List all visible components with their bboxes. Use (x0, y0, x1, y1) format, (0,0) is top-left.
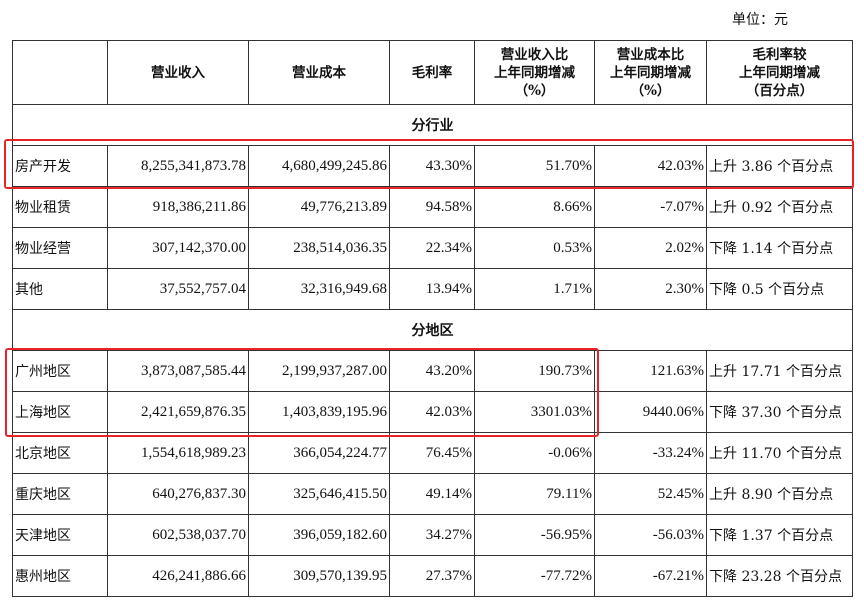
segment-name: 房产开发 (12, 145, 108, 187)
table-row: 天津地区 602,538,037.70 396,059,182.60 34.27% -5… (12, 514, 853, 556)
section-title: 分地区 (12, 309, 853, 351)
cost: 366,054,224.77 (248, 432, 390, 474)
revenue: 426,241,886.66 (107, 555, 249, 597)
margin-change: 下降 0.5 个百分点 (706, 268, 853, 310)
cost: 49,776,213.89 (248, 186, 390, 228)
segment-name: 物业经营 (12, 227, 108, 269)
unit-label: 单位：元 (732, 12, 788, 28)
revenue-change: 1.71% (474, 268, 595, 310)
revenue-change: 3301.03% (474, 391, 595, 433)
column-header: 营业成本比 上年同期增减 （%） (594, 40, 707, 105)
cost: 2,199,937,287.00 (248, 350, 390, 392)
margin-change: 下降 37.30 个百分点 (706, 391, 853, 433)
cost: 309,570,139.95 (248, 555, 390, 597)
cost: 325,646,415.50 (248, 473, 390, 515)
table-row: 其他 37,552,757.04 32,316,949.68 13.94% 1.71% 2… (12, 268, 853, 310)
gross-margin: 49.14% (389, 473, 475, 515)
table-row: 上海地区 2,421,659,876.35 1,403,839,195.96 42.0… (12, 391, 853, 433)
column-header: 毛利率较 上年同期增减 （百分点） (706, 40, 853, 105)
table-row: 物业经营 307,142,370.00 238,514,036.35 22.34% 0.… (12, 227, 853, 269)
revenue: 918,386,211.86 (107, 186, 249, 228)
segment-name: 上海地区 (12, 391, 108, 433)
column-header: 毛利率 (389, 40, 475, 105)
table-row: 北京地区 1,554,618,989.23 366,054,224.77 76.45%… (12, 432, 853, 474)
cost-change: 9440.06% (594, 391, 707, 433)
revenue-change: -0.06% (474, 432, 595, 474)
column-header: 营业成本 (248, 40, 390, 105)
cost-change: 121.63% (594, 350, 707, 392)
gross-margin: 13.94% (389, 268, 475, 310)
cost-change: -56.03% (594, 514, 707, 556)
table-row: 房产开发 8,255,341,873.78 4,680,499,245.86 43.3… (12, 145, 853, 187)
cost-change: -67.21% (594, 555, 707, 597)
gross-margin: 42.03% (389, 391, 475, 433)
margin-change: 上升 17.71 个百分点 (706, 350, 853, 392)
revenue-change: 8.66% (474, 186, 595, 228)
cost: 32,316,949.68 (248, 268, 390, 310)
table-row: 惠州地区 426,241,886.66 309,570,139.95 27.37% -7… (12, 555, 853, 597)
cost: 238,514,036.35 (248, 227, 390, 269)
cost-change: 2.30% (594, 268, 707, 310)
revenue: 640,276,837.30 (107, 473, 249, 515)
margin-change: 下降 23.28 个百分点 (706, 555, 853, 597)
revenue: 307,142,370.00 (107, 227, 249, 269)
revenue: 602,538,037.70 (107, 514, 249, 556)
section-row: 分地区 (12, 309, 853, 351)
cost: 4,680,499,245.86 (248, 145, 390, 187)
section-title: 分行业 (12, 104, 853, 146)
cost: 1,403,839,195.96 (248, 391, 390, 433)
gross-margin: 27.37% (389, 555, 475, 597)
table-row: 广州地区 3,873,087,585.44 2,199,937,287.00 43.2… (12, 350, 853, 392)
segment-name: 天津地区 (12, 514, 108, 556)
revenue-change: 51.70% (474, 145, 595, 187)
segment-name: 北京地区 (12, 432, 108, 474)
revenue-change: 0.53% (474, 227, 595, 269)
column-header (12, 40, 108, 105)
margin-change: 上升 8.90 个百分点 (706, 473, 853, 515)
revenue: 2,421,659,876.35 (107, 391, 249, 433)
cost-change: -33.24% (594, 432, 707, 474)
gross-margin: 43.30% (389, 145, 475, 187)
cost-change: -7.07% (594, 186, 707, 228)
segment-name: 其他 (12, 268, 108, 310)
section-row: 分行业 (12, 104, 853, 146)
cost-change: 42.03% (594, 145, 707, 187)
revenue-table: 营业收入 营业成本 毛利率 营业收入比 上年同期增减 （%） 营业成本比 上年同期增减 … (12, 40, 853, 597)
gross-margin: 22.34% (389, 227, 475, 269)
table-row: 重庆地区 640,276,837.30 325,646,415.50 49.14% 79… (12, 473, 853, 515)
cost-change: 2.02% (594, 227, 707, 269)
revenue-change: 79.11% (474, 473, 595, 515)
margin-change: 上升 11.70 个百分点 (706, 432, 853, 474)
segment-name: 重庆地区 (12, 473, 108, 515)
column-header: 营业收入比 上年同期增减 （%） (474, 40, 595, 105)
gross-margin: 43.20% (389, 350, 475, 392)
revenue-change: -77.72% (474, 555, 595, 597)
segment-name: 广州地区 (12, 350, 108, 392)
header-row: 营业收入 营业成本 毛利率 营业收入比 上年同期增减 （%） 营业成本比 上年同期增减 … (12, 40, 853, 105)
revenue: 37,552,757.04 (107, 268, 249, 310)
revenue: 1,554,618,989.23 (107, 432, 249, 474)
margin-change: 上升 3.86 个百分点 (706, 145, 853, 187)
column-header: 营业收入 (107, 40, 249, 105)
gross-margin: 94.58% (389, 186, 475, 228)
revenue-change: 190.73% (474, 350, 595, 392)
gross-margin: 76.45% (389, 432, 475, 474)
margin-change: 下降 1.37 个百分点 (706, 514, 853, 556)
cost-change: 52.45% (594, 473, 707, 515)
revenue-change: -56.95% (474, 514, 595, 556)
margin-change: 上升 0.92 个百分点 (706, 186, 853, 228)
cost: 396,059,182.60 (248, 514, 390, 556)
table-row: 物业租赁 918,386,211.86 49,776,213.89 94.58% 8.6… (12, 186, 853, 228)
revenue: 3,873,087,585.44 (107, 350, 249, 392)
segment-name: 物业租赁 (12, 186, 108, 228)
revenue: 8,255,341,873.78 (107, 145, 249, 187)
margin-change: 下降 1.14 个百分点 (706, 227, 853, 269)
segment-name: 惠州地区 (12, 555, 108, 597)
gross-margin: 34.27% (389, 514, 475, 556)
